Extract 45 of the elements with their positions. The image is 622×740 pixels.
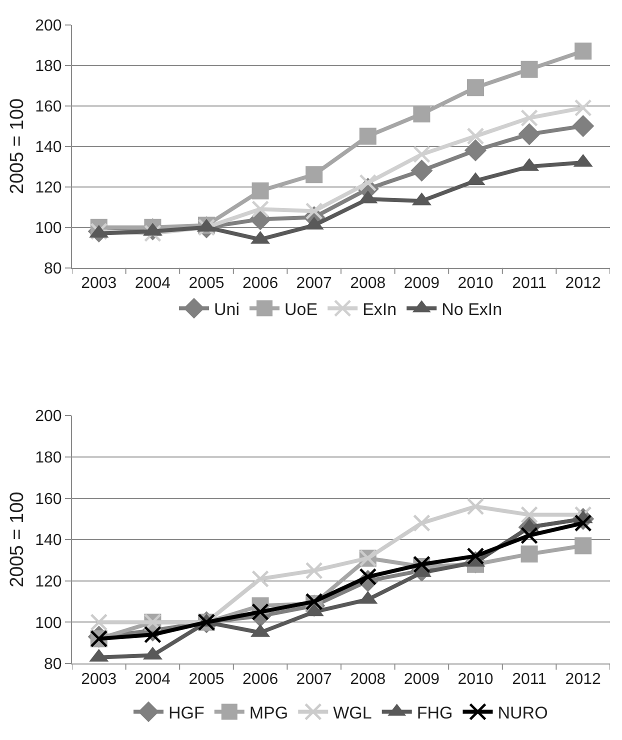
x-tick-label: 2011 — [512, 670, 547, 688]
y-tick-label: 120 — [35, 574, 62, 591]
x-tick-label: 2003 — [81, 275, 117, 292]
x-tick-label: 2012 — [565, 275, 601, 292]
y-tick-label: 180 — [35, 58, 62, 75]
x-tick-label: 2007 — [296, 670, 332, 688]
x-tick-label: 2003 — [81, 670, 117, 688]
y-tick-label: 100 — [35, 220, 62, 237]
y-tick-label: 80 — [44, 260, 62, 278]
x-tick-label: 2006 — [242, 275, 278, 292]
x-tick-label: 2005 — [188, 275, 224, 292]
x-tick-label: 2008 — [350, 275, 386, 292]
x-tick-label: 2010 — [458, 670, 494, 688]
y-tick-label: 140 — [35, 532, 62, 550]
y-tick-label: 80 — [44, 656, 62, 674]
y-tick-label: 200 — [35, 408, 62, 426]
legend-label: WGL — [333, 703, 372, 722]
x-tick-label: 2004 — [134, 670, 171, 688]
y-tick-label: 180 — [35, 450, 62, 467]
y-tick-label: 160 — [35, 490, 62, 508]
legend-label: Uni — [214, 300, 240, 319]
x-tick-label: 2010 — [458, 275, 494, 292]
y-tick-label: 100 — [35, 614, 62, 632]
y-tick-label: 120 — [35, 179, 62, 196]
x-tick-label: 2007 — [296, 275, 332, 292]
x-tick-label: 2012 — [565, 670, 601, 688]
x-tick-label: 2011 — [512, 275, 547, 292]
legend-label: UoE — [284, 300, 318, 319]
x-tick-label: 2009 — [404, 275, 440, 292]
y-tick-label: 140 — [35, 138, 62, 156]
x-tick-label: 2008 — [350, 670, 386, 688]
x-tick-label: 2004 — [134, 275, 171, 292]
legend-label: MPG — [249, 703, 288, 722]
y-axis-title: 2005 = 100 — [6, 98, 28, 194]
legend-label: FHG — [416, 703, 453, 722]
y-axis-title: 2005 = 100 — [6, 492, 28, 588]
x-tick-label: 2009 — [404, 670, 440, 688]
legend-label: No ExIn — [442, 300, 502, 319]
legend-label: HGF — [168, 703, 204, 722]
x-tick-label: 2006 — [242, 670, 278, 688]
y-tick-label: 160 — [35, 98, 62, 116]
legend-label: NURO — [498, 703, 548, 722]
legend-label: ExIn — [362, 300, 397, 319]
y-tick-label: 200 — [35, 17, 62, 34]
x-tick-label: 2005 — [188, 670, 224, 688]
